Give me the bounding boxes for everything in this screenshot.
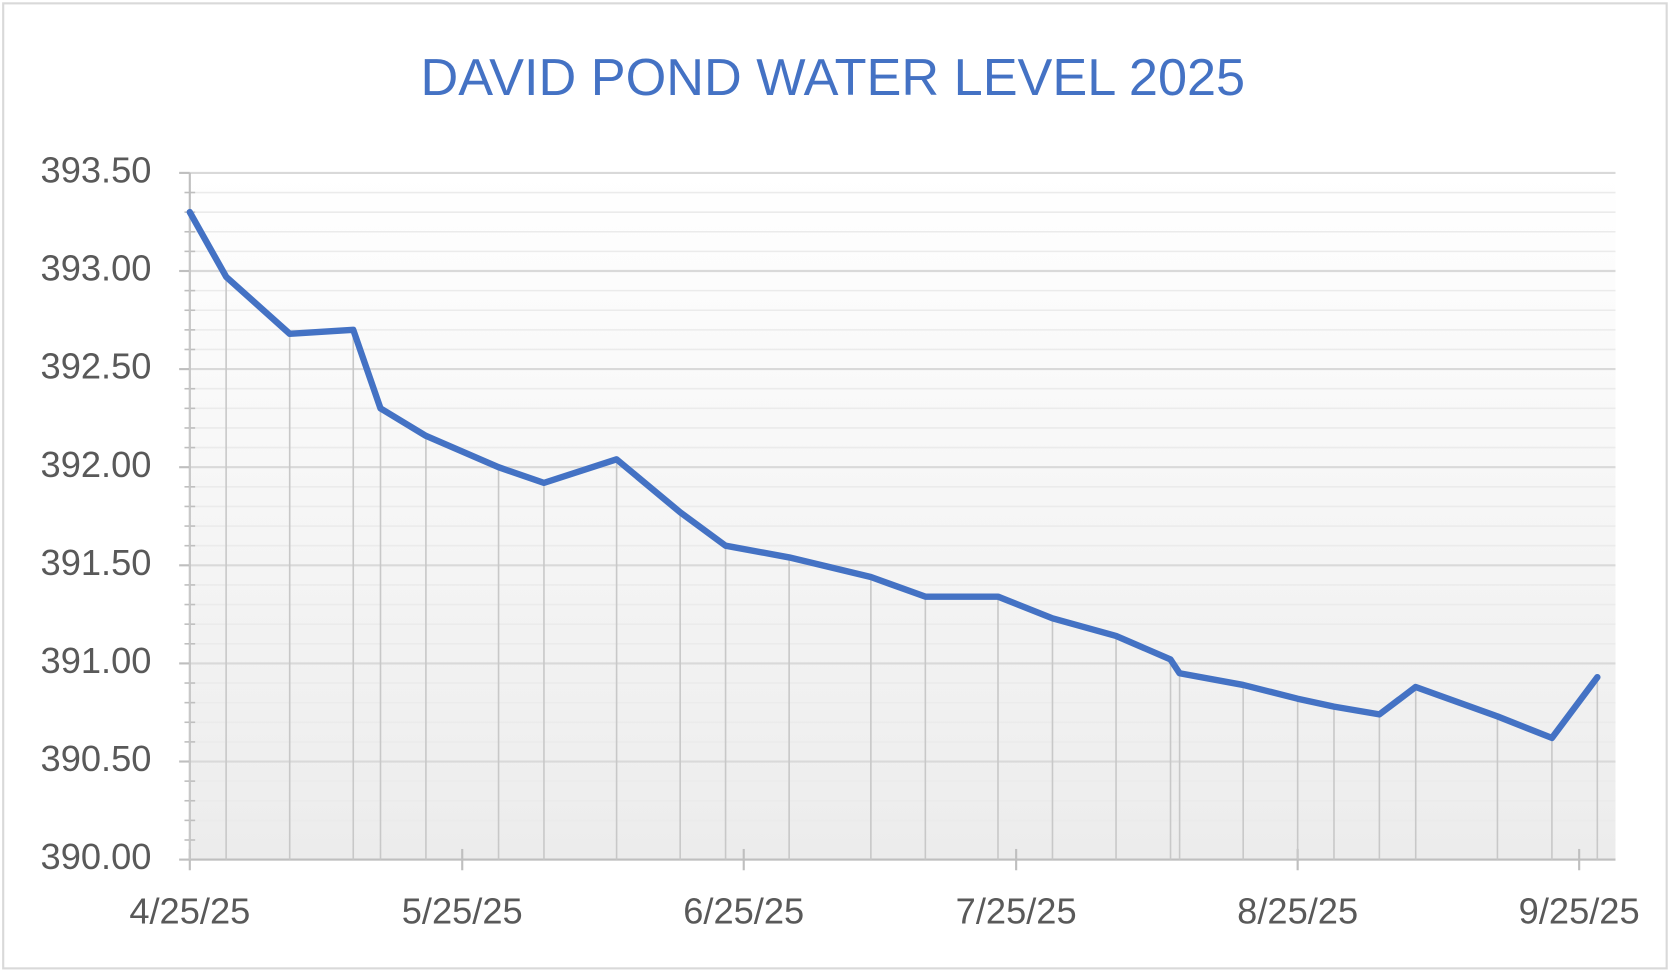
grid: 390.00 390.50 391.00 391.50 392.00 392.50 393.…: [41, 149, 1640, 931]
data-line: [186, 208, 1601, 742]
x-tick-label: 4/25/25: [129, 891, 250, 932]
marks: [186, 208, 1601, 860]
x-tick-label: 5/25/25: [402, 891, 523, 932]
y-tick-label: 392.50: [41, 346, 152, 387]
x-tick-label: 8/25/25: [1237, 891, 1358, 932]
y-tick-label: 393.50: [41, 149, 152, 190]
y-tick-label: 392.00: [41, 444, 152, 485]
y-tick-label: 391.00: [41, 640, 152, 681]
x-tick-label: 6/25/25: [683, 891, 804, 932]
x-tick-label: 9/25/25: [1519, 891, 1640, 932]
chart-title: DAVID POND WATER LEVEL 2025: [420, 49, 1245, 107]
y-tick-label: 393.00: [41, 248, 152, 289]
plot-area: [189, 172, 1616, 860]
x-tick-label: 7/25/25: [956, 891, 1077, 932]
y-tick-label: 391.50: [41, 542, 152, 583]
y-tick-label: 390.00: [41, 836, 152, 877]
y-tick-label: 390.50: [41, 738, 152, 779]
